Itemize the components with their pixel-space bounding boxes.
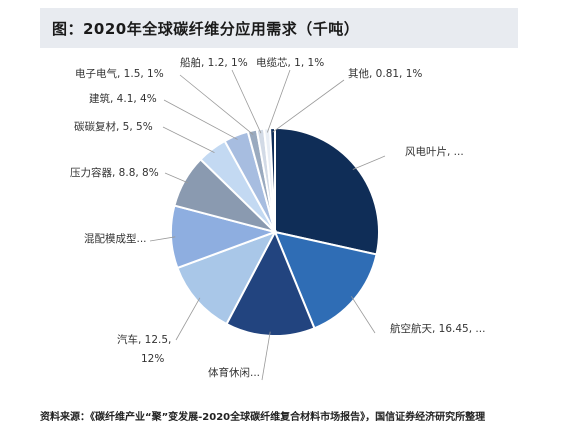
leader-line	[266, 69, 291, 133]
slice-label: 航空航天, 16.45, ...	[390, 322, 485, 335]
leader-line	[351, 296, 376, 334]
slice-label: 电子电气, 1.5, 1%	[75, 67, 164, 80]
slice-label: 电缆芯, 1, 1%	[256, 56, 324, 69]
leader-line	[175, 297, 201, 341]
leader-line	[163, 99, 238, 140]
slice-label: 混配模成型...	[84, 232, 147, 245]
slice-label: 风电叶片, ...	[405, 145, 464, 158]
pie-slice	[269, 126, 276, 233]
pie-chart: 风电叶片, ... 航空航天, 16.45, ... 体育休闲... 汽车, 12.5…	[70, 56, 485, 381]
slice-label: 船舶, 1.2, 1%	[180, 56, 248, 69]
leader-line	[352, 155, 386, 170]
leader-line	[162, 126, 215, 153]
slice-label: 其他, 0.81, 1%	[348, 67, 422, 80]
leader-line	[261, 331, 271, 381]
top-rule	[40, 0, 500, 3]
slice-label: 体育休闲...	[208, 366, 260, 379]
slice-label: 压力容器, 8.8, 8%	[70, 166, 159, 179]
leader-line	[272, 79, 345, 133]
slice-label: 建筑, 4.1, 4%	[89, 92, 157, 105]
leader-line	[164, 172, 189, 184]
figure-title: 图：2020年全球碳纤维分应用需求（千吨）	[52, 20, 360, 38]
slice-label: 碳碳复材, 5, 5%	[74, 120, 153, 133]
leader-line	[179, 74, 254, 135]
pie-slice	[176, 230, 278, 326]
pie-slice	[273, 230, 378, 330]
pie-slice	[225, 229, 316, 337]
figure-header: 图：2020年全球碳纤维分应用需求（千吨）	[40, 8, 518, 48]
leader-line	[149, 236, 176, 242]
leader-line	[231, 69, 262, 134]
pie-slice	[274, 126, 380, 256]
source-note: 资料来源：《碳纤维产业“聚”变发展-2020全球碳纤维复合材料市场报告》，国信证…	[40, 412, 486, 423]
slice-label: 汽车, 12.5, 12%	[117, 333, 171, 365]
